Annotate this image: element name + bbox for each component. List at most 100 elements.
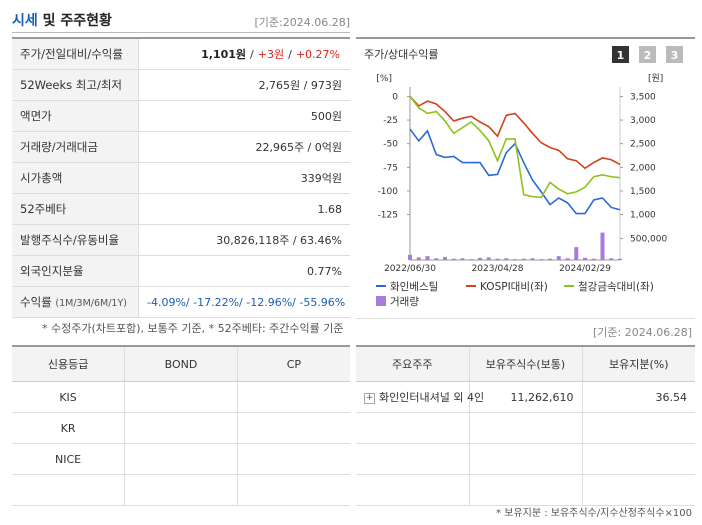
value-part: 2,765원 / 973원 bbox=[258, 79, 342, 92]
row-value: 339억원 bbox=[138, 162, 350, 194]
volume-bar bbox=[451, 258, 456, 260]
cell bbox=[582, 474, 695, 506]
cell: NICE bbox=[12, 443, 126, 475]
row-label: 수익률 (1M/3M/6M/1Y) bbox=[12, 286, 139, 318]
table-row bbox=[356, 443, 695, 475]
row-value: -4.09%/ -17.22%/ -12.96%/ -55.96% bbox=[138, 286, 350, 318]
volume-bar bbox=[548, 258, 552, 260]
quote-row: 외국인지분율 0.77% bbox=[12, 255, 350, 287]
y-tick-label: -50 bbox=[383, 140, 398, 150]
row-label: 거래량/거래대금 bbox=[12, 131, 139, 163]
row-label: 주가/전일대비/수익률 bbox=[12, 38, 139, 70]
header-row: 주요주주 보유주식수(보통) 보유지분(%) bbox=[356, 346, 695, 382]
label-text: 발행주식수/유동비율 bbox=[20, 233, 120, 247]
cell-text: 36.54 bbox=[655, 390, 688, 404]
chart-panel: 주가/상대수익률 1 2 3 [%] [원] 0 -25 -50 -75 -100 -125 3,500… bbox=[356, 37, 695, 319]
legend-label: 거래량 bbox=[390, 296, 419, 308]
chart: 주가/상대수익률 1 2 3 [%] [원] 0 -25 -50 -75 -100 -125 3,500… bbox=[364, 46, 683, 308]
quote-row: 액면가 500원 bbox=[12, 100, 350, 132]
cell bbox=[124, 412, 238, 444]
volume-bar bbox=[486, 257, 491, 260]
cell bbox=[237, 381, 350, 413]
page-button[interactable] bbox=[639, 46, 656, 63]
y2-unit: [원] bbox=[648, 73, 663, 84]
legend-label: 철강금속대비(좌) bbox=[578, 281, 654, 293]
quote-table: 주가/전일대비/수익률 1,101원 / +3원 / +0.27% 52Weeks 최고/최… bbox=[12, 37, 350, 318]
holder-date: [기준: 2024.06.28] bbox=[592, 326, 692, 339]
cell bbox=[12, 474, 126, 506]
page-button-label[interactable]: 1 bbox=[617, 49, 625, 62]
y2-tick-label: 1,000 bbox=[630, 211, 656, 221]
row-value: 1.68 bbox=[138, 193, 350, 225]
page-button[interactable] bbox=[612, 46, 629, 63]
rating-table: 신용등급 BOND CP KIS KR NICE bbox=[12, 345, 350, 506]
quote-row: 시가총액 339억원 bbox=[12, 162, 350, 194]
value-part: 30,826,118주 / 63.46% bbox=[216, 234, 342, 247]
value-part: -4.09%/ -17.22%/ -12.96%/ -55.96% bbox=[147, 295, 346, 309]
cell bbox=[124, 381, 238, 413]
label-text: 주가/전일대비/수익률 bbox=[20, 47, 123, 61]
value-part: +0.27% bbox=[295, 48, 340, 61]
volume-bar bbox=[609, 258, 614, 260]
value-part: 500원 bbox=[310, 110, 342, 123]
cell bbox=[237, 412, 350, 444]
volume-bar bbox=[565, 258, 570, 260]
value-part: 22,965주 / 0억원 bbox=[255, 141, 342, 154]
chart-title: 주가/상대수익률 bbox=[364, 48, 439, 61]
y-unit: [%] bbox=[376, 74, 392, 84]
series-line bbox=[409, 95, 621, 170]
row-label: 액면가 bbox=[12, 100, 139, 132]
column-header: CP bbox=[237, 346, 350, 382]
volume-bar bbox=[539, 259, 544, 260]
row-label: 52Weeks 최고/최저 bbox=[12, 69, 139, 101]
volume-bar bbox=[425, 256, 430, 260]
page-button[interactable] bbox=[666, 46, 683, 63]
value-part: 339억원 bbox=[300, 172, 342, 185]
column-header: 보유지분(%) bbox=[582, 346, 695, 382]
page-button-label[interactable]: 3 bbox=[671, 49, 679, 62]
table-row: + 화인인터내셔널 외 4인 11,262,610 36.54 bbox=[356, 381, 695, 413]
quote-row: 수익률 (1M/3M/6M/1Y) -4.09%/ -17.22%/ -12.96… bbox=[12, 286, 350, 318]
table-row bbox=[356, 474, 695, 506]
cell-text: KR bbox=[60, 421, 76, 435]
header-row: 신용등급 BOND CP bbox=[12, 346, 350, 382]
cell bbox=[582, 412, 695, 444]
quote-row: 52주베타 1.68 bbox=[12, 193, 350, 225]
value-part: 1,101원 bbox=[201, 48, 247, 61]
table-row: NICE bbox=[12, 443, 350, 475]
table-row: KIS bbox=[12, 381, 350, 413]
volume-bar bbox=[513, 259, 517, 260]
quote-row: 거래량/거래대금 22,965주 / 0억원 bbox=[12, 131, 350, 163]
page-button-label[interactable]: 2 bbox=[644, 49, 652, 62]
base-date: [기준:2024.06.28] bbox=[254, 16, 350, 29]
value-part: / bbox=[250, 48, 254, 61]
column-header: 주요주주 bbox=[356, 346, 470, 382]
label-note: (1M/3M/6M/1Y) bbox=[55, 298, 127, 309]
x-tick-label: 2024/02/29 bbox=[559, 264, 611, 274]
table-row: KR bbox=[12, 412, 350, 444]
volume-bar bbox=[504, 258, 509, 260]
table-row bbox=[12, 474, 350, 506]
row-value: 30,826,118주 / 63.46% bbox=[138, 224, 350, 256]
x-tick-label: 2022/06/30 bbox=[384, 264, 436, 274]
legend-swatch bbox=[376, 296, 386, 306]
value-part: 0.77% bbox=[307, 264, 342, 278]
volume-bar bbox=[574, 247, 579, 260]
volume-bar bbox=[556, 256, 561, 260]
volume-tick-label: 500,000 bbox=[630, 235, 667, 245]
row-label: 시가총액 bbox=[12, 162, 139, 194]
section-title: 시세 및 주주현황 bbox=[12, 10, 112, 30]
quote-footnote: * 수정주가(차트포함), 보통주 기준, * 52주베타: 주간수익률 기준 bbox=[42, 322, 344, 335]
y-tick-label: -125 bbox=[378, 211, 398, 221]
column-header: BOND bbox=[124, 346, 238, 382]
cell bbox=[124, 474, 238, 506]
cell bbox=[582, 443, 695, 475]
series-line bbox=[409, 95, 621, 199]
label-text: 액면가 bbox=[20, 109, 52, 123]
volume-bar bbox=[495, 258, 500, 260]
row-value: 22,965주 / 0억원 bbox=[138, 131, 350, 163]
cell-text: 11,262,610 bbox=[510, 390, 574, 404]
holder-table: 주요주주 보유주식수(보통) 보유지분(%) + 화인인터내셔널 외 4인 11,262,… bbox=[356, 345, 695, 506]
volume-bar bbox=[408, 254, 412, 260]
